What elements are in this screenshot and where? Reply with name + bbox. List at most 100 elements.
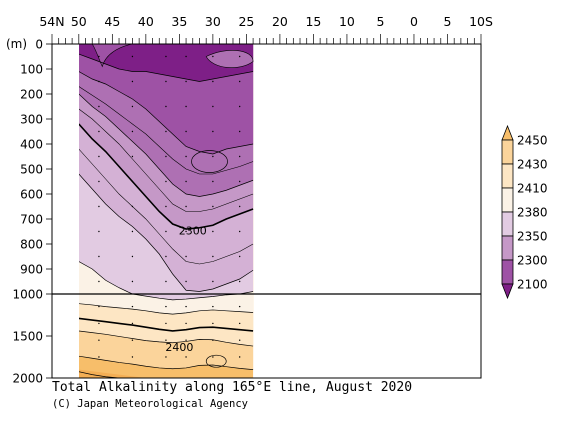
contour-minor-2 <box>79 148 254 265</box>
station-dot <box>238 130 241 133</box>
station-dot <box>131 80 134 83</box>
colorbar-label: 2350 <box>517 230 548 244</box>
y-tick-label: 900 <box>20 263 43 277</box>
x-tick-label: 5 <box>376 14 384 29</box>
contour-minor-1 <box>79 108 254 212</box>
colorbar-label: 2380 <box>517 206 548 220</box>
station-dot <box>131 180 134 183</box>
station-dot <box>131 255 134 258</box>
station-dot <box>185 339 187 341</box>
contour-2450 <box>79 371 254 378</box>
contour-label: 2300 <box>179 224 207 237</box>
station-dot <box>185 155 187 158</box>
station-dot <box>185 230 187 233</box>
x-tick-label: 25 <box>238 14 254 29</box>
station-dot <box>131 305 134 308</box>
x-tick-label: 40 <box>138 14 154 29</box>
station-dot <box>98 55 100 58</box>
station-dot <box>165 155 167 158</box>
station-dot <box>238 322 241 325</box>
station-dot <box>212 130 214 133</box>
station-dot <box>131 130 134 133</box>
station-dot <box>212 155 214 158</box>
station-dot <box>185 55 187 58</box>
x-tick-label: 30 <box>205 14 221 29</box>
colorbar-label: 2300 <box>517 254 548 268</box>
station-dot <box>185 255 187 258</box>
station-dot <box>185 322 187 325</box>
contour-2300 <box>79 123 254 230</box>
station-dot <box>185 205 187 208</box>
y-tick-label: 800 <box>20 238 43 252</box>
station-dot <box>98 339 100 341</box>
station-dot <box>165 180 167 183</box>
contour-2270 <box>79 93 254 197</box>
y-unit-label: (m) <box>6 37 27 51</box>
station-dot <box>98 105 100 108</box>
station-dot <box>185 280 187 283</box>
y-tick-label: 100 <box>20 63 43 77</box>
contour-label: 2400 <box>165 341 193 354</box>
station-dot <box>98 130 100 133</box>
layer-bottom <box>79 369 146 378</box>
y-tick-label: 700 <box>20 213 43 227</box>
x-tick-label: 0 <box>410 14 418 29</box>
station-dot <box>238 80 241 83</box>
station-dot <box>165 339 167 341</box>
station-dot <box>98 230 100 233</box>
station-dot <box>185 305 187 308</box>
station-dot <box>238 180 241 183</box>
y-tick-label: 600 <box>20 188 43 202</box>
y-tick-label: 1000 <box>12 288 43 302</box>
contour-minor-0 <box>79 86 254 175</box>
station-dot <box>185 356 187 358</box>
station-dot <box>185 80 187 83</box>
x-tick-label: 5 <box>444 14 452 29</box>
station-dot <box>212 255 214 258</box>
deep-patch-contour <box>205 354 227 368</box>
station-dot <box>98 155 100 158</box>
y-tick-label: 400 <box>20 138 43 152</box>
y-tick-label: 500 <box>20 163 43 177</box>
station-dot <box>212 305 214 308</box>
station-dot <box>238 255 241 258</box>
x-tick-label: 54N <box>39 14 64 29</box>
y-tick-label: 200 <box>20 88 43 102</box>
contour-2100 <box>79 53 254 82</box>
station-dot <box>238 155 241 158</box>
station-dot <box>165 280 167 283</box>
x-tick-label: 50 <box>71 14 87 29</box>
station-dot <box>238 55 241 58</box>
station-dot <box>238 339 241 341</box>
station-dot <box>98 305 100 308</box>
station-dot <box>131 230 134 233</box>
station-dot <box>212 339 214 341</box>
station-dot <box>98 255 100 258</box>
station-dot <box>131 155 134 158</box>
station-dot <box>98 205 100 208</box>
station-dot <box>165 130 167 133</box>
station-dot <box>165 356 167 358</box>
y-tick-label: 300 <box>20 113 43 127</box>
station-dot <box>212 105 214 108</box>
station-dot <box>212 80 214 83</box>
station-dot <box>165 80 167 83</box>
surface-lobe <box>91 44 133 68</box>
station-dot <box>131 280 134 283</box>
station-dot <box>212 280 214 283</box>
station-dot <box>165 55 167 58</box>
station-dot <box>131 105 134 108</box>
station-dot <box>165 255 167 258</box>
station-dot <box>212 230 214 233</box>
colorbar-bottom-arrow <box>501 283 514 300</box>
station-dot <box>238 356 241 358</box>
contour-2430 <box>79 355 254 370</box>
contour-2400 <box>79 317 254 332</box>
colorbar-label: 2430 <box>517 158 548 172</box>
colorbar-label: 2410 <box>517 182 548 196</box>
y-tick-label: 2000 <box>12 372 43 386</box>
y-tick-label: 0 <box>35 38 43 52</box>
surface-blob <box>205 50 254 68</box>
station-dot <box>165 205 167 208</box>
